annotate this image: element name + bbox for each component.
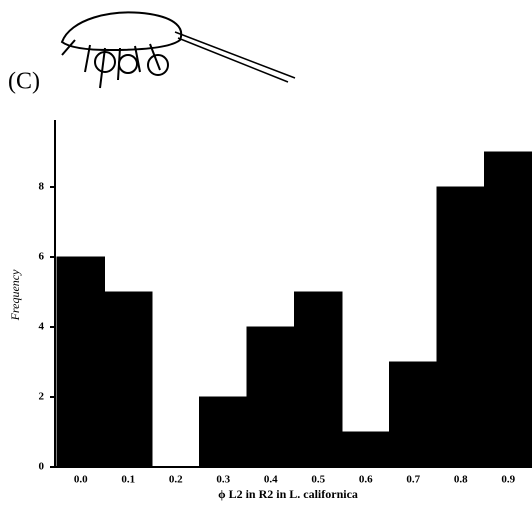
y-tick-label: 0 [39, 461, 45, 473]
y-axis-label: Frequency [8, 269, 22, 322]
leg-part [147, 54, 169, 76]
bar [104, 291, 153, 468]
x-tick-label: 0.4 [264, 474, 278, 486]
illustration [60, 11, 296, 89]
x-tick-label: 0.0 [74, 474, 88, 486]
bar [341, 431, 390, 468]
y-tick-label: 8 [39, 181, 45, 193]
leg-part [118, 54, 138, 74]
bar [436, 186, 485, 468]
x-tick-label: 0.6 [359, 474, 373, 486]
x-axis-label: ϕ L2 in R2 in L. californica [218, 487, 358, 501]
leg-part [94, 51, 116, 73]
x-tick-label: 0.2 [169, 474, 183, 486]
x-tick-label: 0.1 [121, 474, 135, 486]
y-tick-label: 4 [39, 321, 45, 333]
y-tick-label: 2 [39, 391, 45, 403]
body-outline [60, 11, 183, 52]
x-tick-label: 0.7 [406, 474, 420, 486]
bar [56, 256, 105, 468]
x-tick-label: 0.3 [216, 474, 230, 486]
x-tick-label: 0.9 [501, 474, 515, 486]
x-tick-label: 0.8 [454, 474, 468, 486]
bar [484, 151, 532, 468]
bar [389, 361, 438, 468]
bar [199, 396, 248, 468]
x-tick-label: 0.5 [311, 474, 325, 486]
bar [294, 291, 343, 468]
y-tick-label: 6 [39, 251, 45, 263]
panel-label: (C) [8, 69, 40, 95]
bar [246, 326, 295, 468]
antenna [174, 31, 296, 83]
